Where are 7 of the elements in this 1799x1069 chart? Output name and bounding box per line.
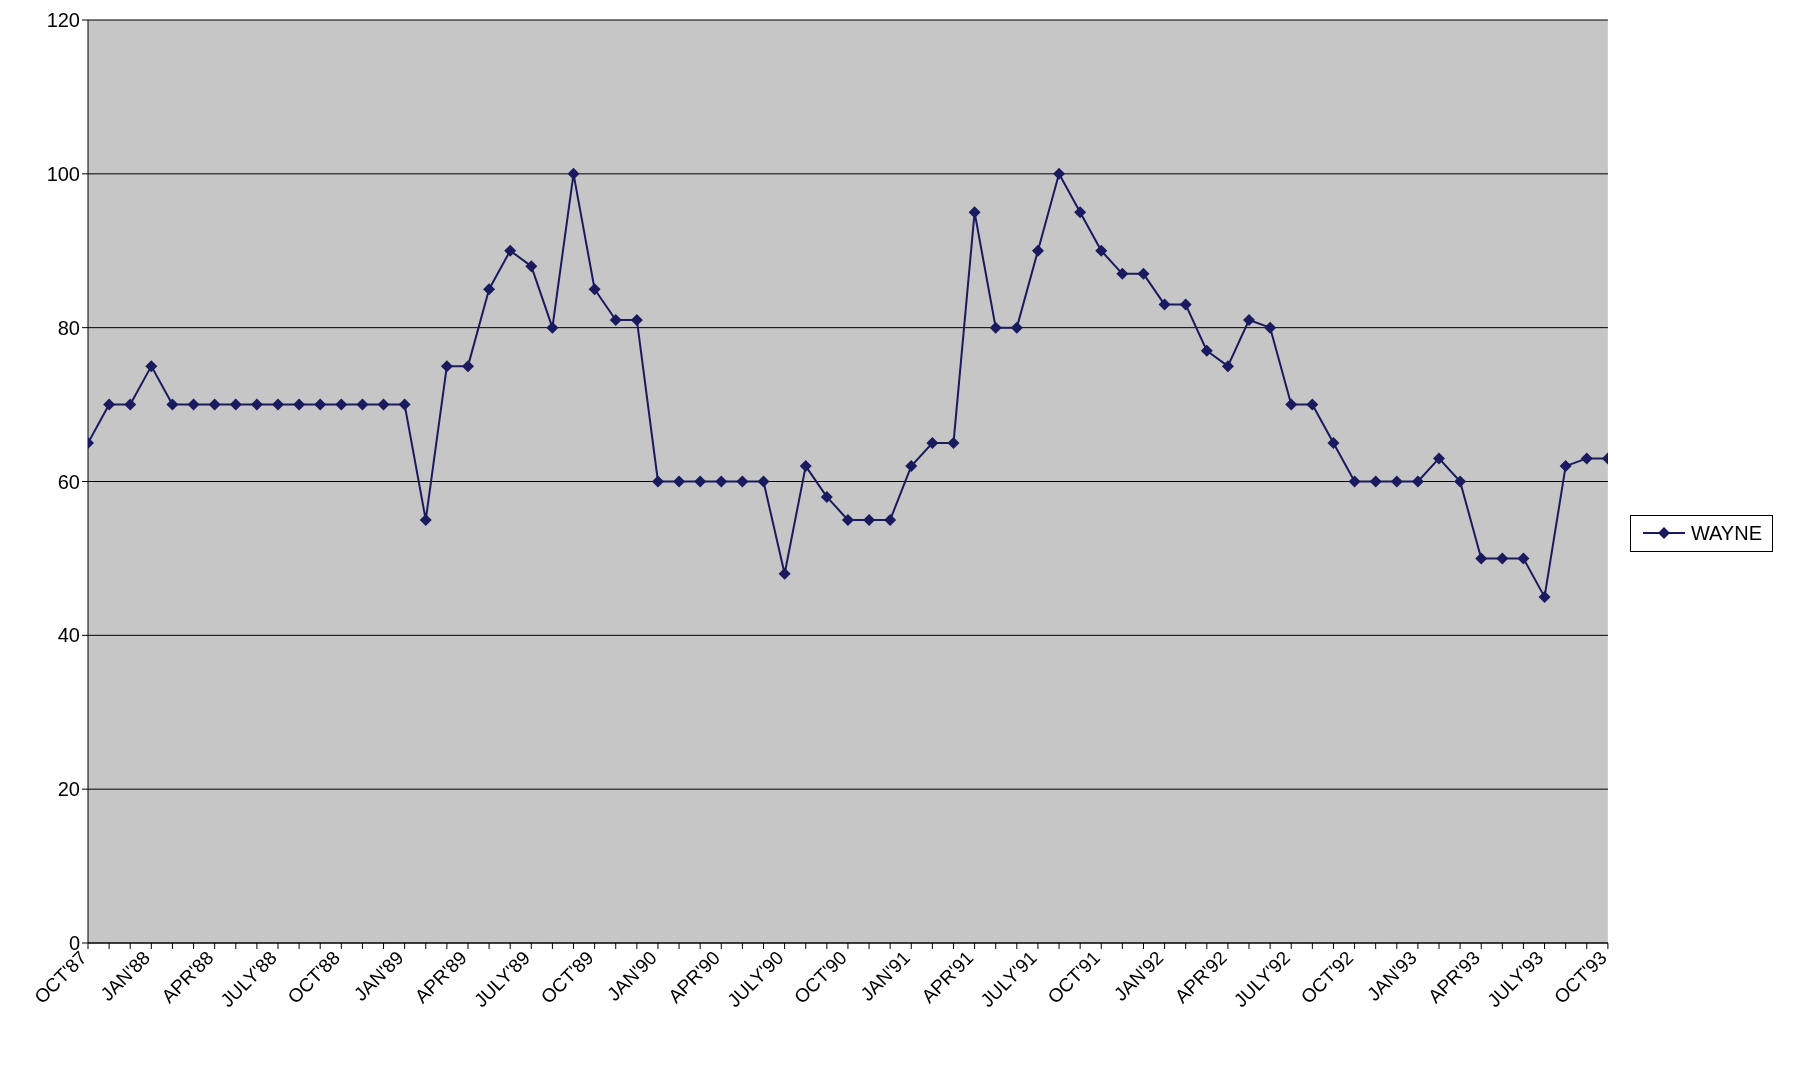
legend-label: WAYNE bbox=[1690, 521, 1762, 545]
y-tick-label: 40 bbox=[57, 624, 80, 647]
y-tick-label: 100 bbox=[46, 162, 80, 185]
y-tick-label: 80 bbox=[57, 316, 80, 339]
y-tick-label: 60 bbox=[57, 470, 80, 493]
y-tick-label: 20 bbox=[57, 778, 80, 801]
y-tick-label: 120 bbox=[46, 9, 80, 32]
